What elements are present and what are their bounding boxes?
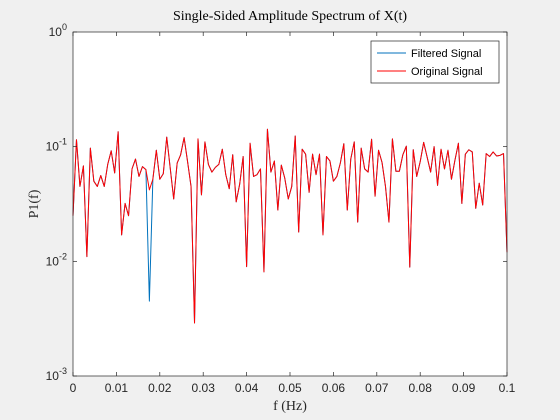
- x-tick-label: 0.03: [192, 381, 216, 395]
- legend-label-filtered: Filtered Signal: [411, 48, 481, 60]
- legend-box: [370, 40, 500, 84]
- legend-label-original: Original Signal: [411, 66, 483, 78]
- plot-area: [73, 32, 507, 376]
- x-tick-label: 0: [70, 381, 77, 395]
- x-tick-label: 0.1: [499, 381, 516, 395]
- x-tick-label: 0.02: [148, 381, 172, 395]
- x-tick-label: 0.04: [235, 381, 259, 395]
- x-tick-labels: 0 0.01 0.02 0.03 0.04 0.05 0.06 0.07 0.08 0.09 0.1: [70, 381, 516, 395]
- y-tick-labels: 10-3 10-2 10-1 100: [46, 22, 67, 383]
- x-tick-label: 0.07: [365, 381, 389, 395]
- legend: Filtered Signal Original Signal: [370, 40, 500, 84]
- x-tick-label: 0.06: [322, 381, 346, 395]
- y-tick-label: 100: [49, 22, 67, 39]
- x-axis-label: f (Hz): [273, 399, 307, 414]
- x-tick-label: 0.08: [409, 381, 433, 395]
- series-layer: [72, 128, 508, 324]
- x-tick-label: 0.01: [105, 381, 129, 395]
- x-tick-label: 0.05: [278, 381, 302, 395]
- y-tick-label: 10-2: [46, 251, 67, 268]
- series-line-original-signal: [72, 128, 508, 324]
- x-tick-label: 0.09: [452, 381, 476, 395]
- y-tick-label: 10-1: [46, 137, 67, 154]
- axes-box: [72, 31, 508, 377]
- y-tick-label: 10-3: [46, 366, 67, 383]
- chart-title: Single-Sided Amplitude Spectrum of X(t): [173, 9, 407, 24]
- y-axis-label: P1(f): [27, 189, 42, 218]
